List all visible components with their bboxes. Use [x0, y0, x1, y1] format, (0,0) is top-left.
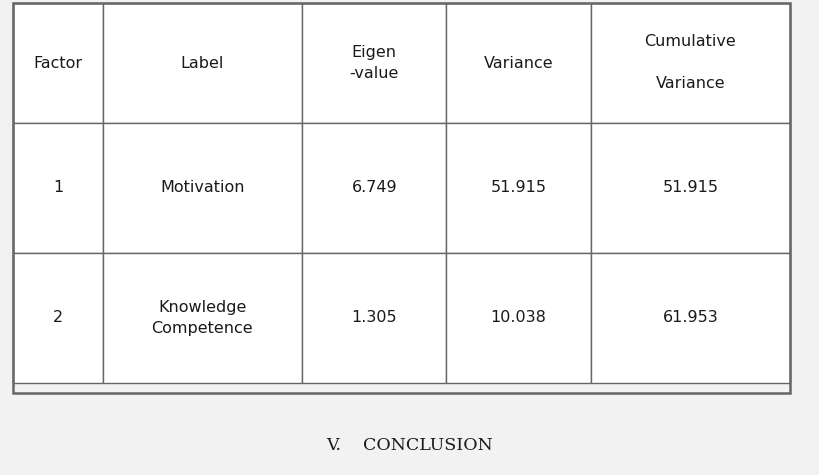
Bar	[591, 253, 790, 383]
Bar	[302, 3, 446, 123]
Bar	[103, 253, 302, 383]
Bar	[13, 3, 790, 393]
Text: 1: 1	[52, 180, 63, 196]
Text: Label: Label	[181, 56, 224, 70]
Text: Motivation: Motivation	[161, 180, 245, 196]
Text: Eigen
-value: Eigen -value	[350, 45, 399, 81]
Bar	[103, 123, 302, 253]
Text: 1.305: 1.305	[351, 311, 397, 325]
Text: Cumulative

Variance: Cumulative Variance	[645, 35, 736, 92]
Bar	[302, 253, 446, 383]
Text: Variance: Variance	[484, 56, 554, 70]
Text: 61.953: 61.953	[663, 311, 718, 325]
Text: V.    CONCLUSION: V. CONCLUSION	[326, 437, 493, 454]
Bar	[446, 3, 591, 123]
Text: 51.915: 51.915	[663, 180, 718, 196]
Bar	[591, 123, 790, 253]
Bar	[13, 123, 103, 253]
Bar	[591, 3, 790, 123]
Text: Knowledge
Competence: Knowledge Competence	[152, 300, 253, 336]
Text: Factor: Factor	[34, 56, 83, 70]
Text: 6.749: 6.749	[351, 180, 397, 196]
Bar	[302, 123, 446, 253]
Text: 2: 2	[53, 311, 63, 325]
Bar	[446, 253, 591, 383]
Text: 10.038: 10.038	[491, 311, 546, 325]
Bar	[13, 3, 103, 123]
Bar	[446, 123, 591, 253]
Text: 51.915: 51.915	[491, 180, 546, 196]
Bar	[13, 253, 103, 383]
Bar	[103, 3, 302, 123]
